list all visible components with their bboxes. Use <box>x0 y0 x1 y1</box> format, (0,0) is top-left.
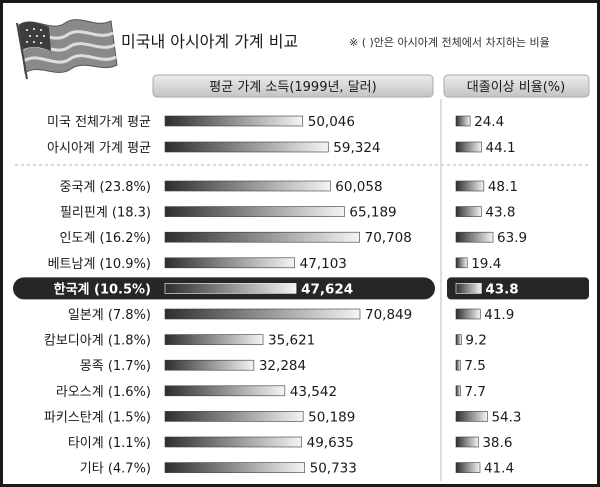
degree-bar <box>455 180 485 192</box>
income-header-box <box>152 74 434 98</box>
income-bar <box>164 141 329 153</box>
income-value-label: 32,284 <box>259 358 306 374</box>
income-bar <box>164 462 305 473</box>
footnote: ※ ( )안은 아시아계 전체에서 차지하는 비율 <box>349 35 550 49</box>
income-bar <box>164 359 255 371</box>
degree-value-label: 63.9 <box>497 230 527 246</box>
degree-value-label: 41.4 <box>484 461 514 477</box>
degree-value-label: 43.8 <box>485 281 518 297</box>
table-row: 라오스계 (1.6%) 43,542 7.7 <box>56 384 486 400</box>
flag-usa-icon <box>16 19 118 80</box>
income-column-header: 평균 가계 소득(1999년, 달러) <box>209 80 376 95</box>
table-row: 기타 (4.7%) 50,733 41.4 <box>80 461 514 477</box>
income-value-label: 50,189 <box>308 409 355 425</box>
degree-value-label: 44.1 <box>486 140 516 156</box>
table-row: 인도계 (16.2%) 70,708 63.9 <box>60 230 528 246</box>
table-row: 몽족 (1.7%) 32,284 7.5 <box>80 358 486 374</box>
degree-value-label: 41.9 <box>484 307 514 323</box>
degree-value-label: 19.4 <box>471 256 501 272</box>
income-bar <box>164 231 360 243</box>
category-label: 중국계 (23.8%) <box>60 180 151 195</box>
category-label: 인도계 (16.2%) <box>60 231 151 246</box>
income-value-label: 50,046 <box>308 114 355 130</box>
income-bar <box>164 206 345 217</box>
degree-value-label: 38.6 <box>482 435 512 451</box>
income-bar <box>164 334 264 345</box>
degree-bar <box>455 411 488 422</box>
degree-bar <box>455 231 494 243</box>
income-bar <box>164 385 286 397</box>
degree-bar <box>455 141 482 153</box>
category-label: 아시아계 가계 평균 <box>47 141 151 156</box>
degree-value-label: 9.2 <box>465 333 486 349</box>
degree-bar <box>455 308 481 320</box>
table-row: 일본계 (7.8%) 70,849 41.9 <box>68 307 515 323</box>
category-label: 파키스탄계 (1.5%) <box>44 410 151 425</box>
income-value-label: 50,733 <box>310 461 357 477</box>
table-row: 파키스탄계 (1.5%) 50,189 54.3 <box>44 409 522 425</box>
income-bar <box>164 257 295 269</box>
degree-bar <box>455 436 479 448</box>
degree-value-label: 48.1 <box>488 179 518 195</box>
degree-value-label: 7.5 <box>464 358 485 374</box>
category-label: 필리핀계 (18.3) <box>60 206 151 221</box>
chart-rows: 미국 전체가계 평균 50,046 24.4 아시아계 가계 평균 59,324 44.1… <box>13 114 589 477</box>
degree-bar <box>455 283 482 294</box>
degree-header-box <box>443 74 590 98</box>
degree-value-label: 24.4 <box>474 114 504 130</box>
category-label: 기타 (4.7%) <box>80 462 151 477</box>
degree-bar <box>455 257 468 269</box>
income-value-label: 49,635 <box>307 435 354 451</box>
income-value-label: 70,849 <box>365 307 412 323</box>
category-label: 라오스계 (1.6%) <box>56 385 151 400</box>
table-row-highlighted: 한국계 (10.5%) 47,624 43.8 <box>13 277 589 300</box>
degree-bar <box>455 359 461 371</box>
table-row: 타이계 (1.1%) 49,635 38.6 <box>68 435 513 451</box>
category-label: 한국계 (10.5%) <box>54 281 151 297</box>
category-label: 타이계 (1.1%) <box>68 436 151 451</box>
category-label: 미국 전체가계 평균 <box>47 115 151 130</box>
income-bar <box>164 436 302 448</box>
income-value-label: 43,542 <box>290 384 337 400</box>
category-label: 베트남계 (10.9%) <box>48 257 151 272</box>
table-row: 미국 전체가계 평균 50,046 24.4 <box>47 114 504 130</box>
income-value-label: 35,621 <box>268 333 315 349</box>
income-bar <box>164 115 304 127</box>
table-row: 아시아계 가계 평균 59,324 44.1 <box>47 140 516 156</box>
table-row: 베트남계 (10.9%) 47,103 19.4 <box>48 256 502 272</box>
degree-bar <box>455 385 461 397</box>
degree-bar <box>455 462 481 473</box>
degree-value-label: 54.3 <box>491 409 521 425</box>
table-row: 캄보디아계 (1.8%) 35,621 9.2 <box>44 333 487 349</box>
income-value-label: 59,324 <box>333 140 380 156</box>
degree-value-label: 7.7 <box>464 384 485 400</box>
degree-column-header: 대졸이상 비율(%) <box>467 80 565 95</box>
income-value-label: 47,103 <box>300 256 347 272</box>
income-bar <box>164 180 331 192</box>
income-value-label: 60,058 <box>335 179 382 195</box>
category-label: 몽족 (1.7%) <box>80 359 151 374</box>
income-bar <box>164 411 304 422</box>
degree-bar <box>455 115 471 127</box>
income-bar <box>164 308 361 320</box>
page-title: 미국내 아시아계 가계 비교 <box>121 32 298 51</box>
degree-bar <box>455 206 482 217</box>
income-value-label: 65,189 <box>349 205 396 221</box>
income-education-chart: 미국내 아시아계 가계 비교 ※ ( )안은 아시아계 전체에서 차지하는 비율… <box>13 19 591 481</box>
income-value-label: 70,708 <box>365 230 412 246</box>
income-value-label: 47,624 <box>301 281 353 297</box>
degree-bar <box>455 334 462 345</box>
category-label: 일본계 (7.8%) <box>68 308 151 323</box>
table-row: 중국계 (23.8%) 60,058 48.1 <box>60 179 518 195</box>
highlight-band <box>447 277 589 300</box>
table-row: 필리핀계 (18.3) 65,189 43.8 <box>60 205 515 221</box>
degree-value-label: 43.8 <box>485 205 515 221</box>
income-bar <box>164 283 297 294</box>
category-label: 캄보디아계 (1.8%) <box>44 334 151 349</box>
